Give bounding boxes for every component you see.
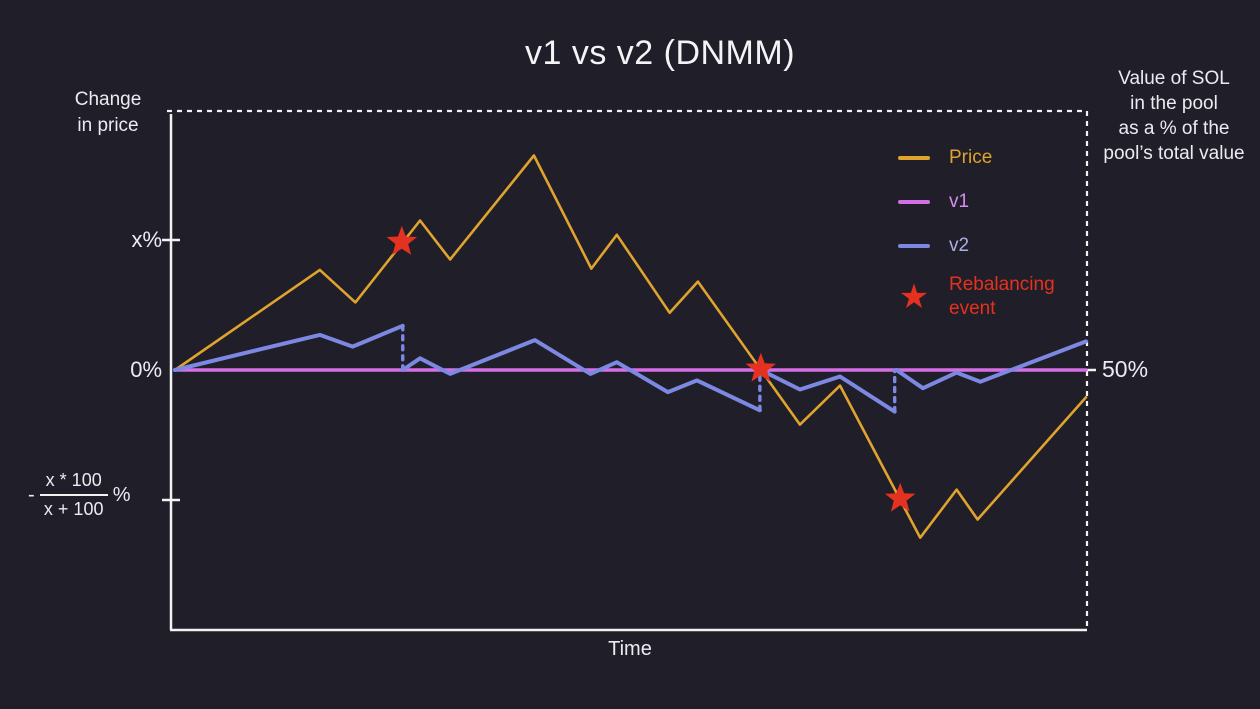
legend-item-rebalancing-event: ★ Rebalancing event: [898, 268, 1055, 326]
fraction-numerator: x * 100: [39, 470, 108, 496]
fraction-minus-sign: -: [28, 483, 35, 506]
y-axis-label-line1: Change: [74, 89, 142, 110]
y-axis-label-line2: in price: [77, 115, 139, 136]
x-axis-label: Time: [608, 638, 652, 660]
right-axis-label-line4: pool’s total value: [1103, 143, 1245, 164]
legend: Price v1 v2 ★ Rebalancing event: [898, 136, 1055, 326]
v1-line-swatch-icon: [898, 200, 930, 204]
legend-label-rebalancing-line1: Rebalancing: [949, 274, 1055, 295]
fraction-percent-sign: %: [112, 483, 131, 506]
legend-label-v1: v1: [949, 191, 970, 212]
fraction-denominator: x + 100: [43, 499, 104, 519]
price-line-swatch-icon: [898, 156, 930, 160]
y-axis-label: Change in price: [52, 87, 164, 139]
right-axis-label-line3: as a % of the: [1118, 118, 1230, 139]
tick-label-50-percent: 50%: [1102, 356, 1149, 382]
chart-title: v1 vs v2 (DNMM): [524, 34, 796, 72]
right-axis-label-line2: in the pool: [1130, 93, 1218, 114]
legend-label-rebalancing-event: Rebalancing event: [949, 273, 1055, 321]
tick-label-negative-fraction: - x * 100 x + 100 %: [28, 470, 131, 520]
tick-label-x-percent: x%: [131, 227, 162, 252]
v2-line-swatch-icon: [898, 244, 930, 248]
rebalancing-star-icon: ★: [898, 278, 930, 316]
fraction: x * 100 x + 100: [39, 470, 108, 520]
right-axis-label-line1: Value of SOL: [1118, 68, 1230, 89]
legend-item-price: Price: [898, 136, 1055, 180]
tick-label-zero-percent: 0%: [130, 357, 162, 382]
right-axis-label: Value of SOL in the pool as a % of the p…: [1092, 66, 1256, 166]
legend-label-rebalancing-line2: event: [949, 298, 996, 319]
legend-label-v2: v2: [949, 235, 970, 256]
legend-item-v2: v2: [898, 224, 1055, 268]
legend-label-price: Price: [949, 147, 993, 168]
legend-item-v1: v1: [898, 180, 1055, 224]
